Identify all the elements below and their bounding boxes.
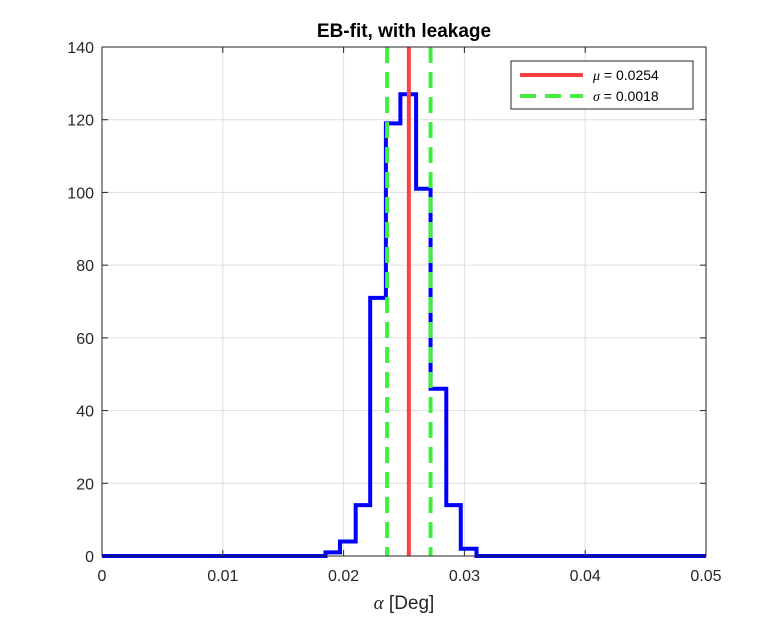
legend-entry-value: = 0.0018 [600,88,659,104]
axes [101,46,707,557]
legend-entry-value: = 0.0254 [600,67,659,83]
y-tick-label: 60 [76,331,94,348]
x-tick-label: 0.01 [207,568,238,585]
histogram-line [102,92,706,558]
y-tick-label: 100 [67,185,94,202]
legend: μ = 0.0254 σ = 0.0018 [510,60,694,110]
x-tick-label: 0.03 [449,568,480,585]
x-tick-label: 0.05 [690,568,721,585]
y-tick-label: 40 [76,404,94,421]
legend-entry-symbol: μ [592,69,600,84]
x-tick-label: 0.02 [328,568,359,585]
x-axis-label: α [Deg] [374,593,435,614]
grid [101,46,707,557]
x-tick-label: 0 [98,568,107,585]
y-tick-label: 140 [67,40,94,57]
x-axis-unit: [Deg] [384,593,435,614]
x-tick-label: 0.04 [570,568,601,585]
legend-entry-symbol: σ [593,90,601,105]
tick-labels: 0 0.01 0.02 0.03 0.04 0.05 0 20 40 60 80 100 120 140 [67,40,721,585]
axes-box [101,46,707,557]
x-axis-symbol: α [374,593,385,614]
legend-entry-label: μ = 0.0254 [592,67,659,84]
reference-lines [385,47,433,556]
y-tick-label: 120 [67,113,94,130]
chart-title: EB-fit, with leakage [317,21,491,42]
legend-entry-label: σ = 0.0018 [593,88,659,105]
y-tick-label: 0 [85,549,94,566]
histogram-series [102,92,706,558]
y-tick-label: 80 [76,258,94,275]
y-tick-label: 20 [76,476,94,493]
legend-box [510,60,694,110]
